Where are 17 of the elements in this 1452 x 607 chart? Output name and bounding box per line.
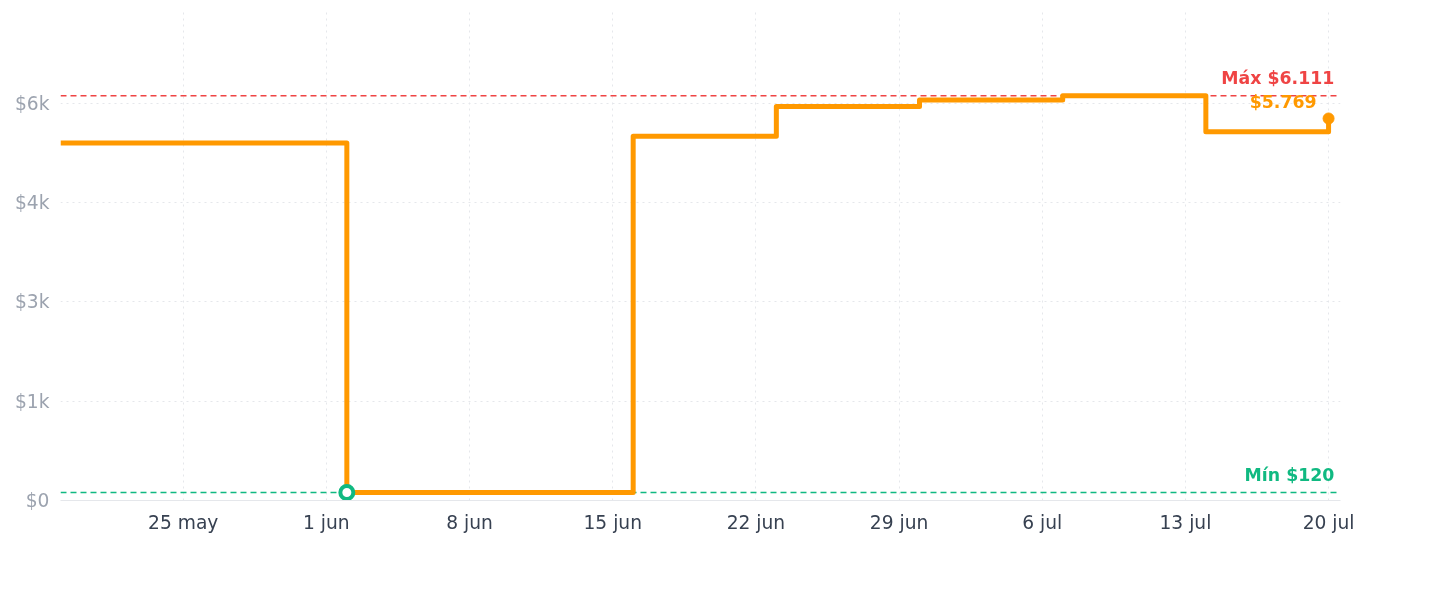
- y-tick-label: $1k: [14, 390, 50, 412]
- ref-line-label: Máx $6.111: [1221, 67, 1335, 88]
- x-tick-label: 13 jul: [1159, 511, 1212, 533]
- x-tick-label: 8 jun: [446, 511, 493, 533]
- annotation: $5.769: [1249, 92, 1317, 113]
- y-tick-label: $4k: [14, 192, 50, 214]
- x-tick-label: 22 jun: [726, 511, 786, 533]
- x-tick-label: 15 jun: [583, 511, 642, 533]
- x-tick-label: 1 jun: [303, 511, 350, 533]
- y-tick-label: $6k: [14, 92, 50, 114]
- x-tick-label: 20 jul: [1302, 511, 1355, 533]
- x-tick-label: 29 jun: [869, 511, 929, 533]
- y-tick-label: $0: [25, 490, 50, 511]
- y-tick-label: $3k: [14, 291, 50, 313]
- x-tick-label: 6 jul: [1022, 511, 1063, 533]
- x-tick-label: 25 may: [148, 511, 219, 533]
- ref-line-label: Mín $120: [1244, 464, 1335, 485]
